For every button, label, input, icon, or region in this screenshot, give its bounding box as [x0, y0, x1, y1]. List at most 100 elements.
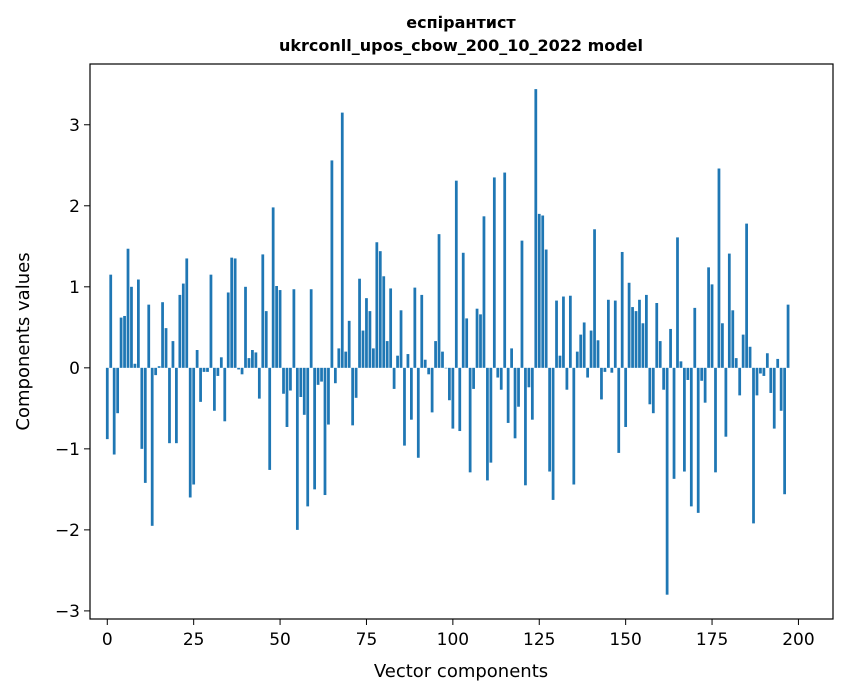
bar-68: [340, 112, 344, 368]
bar-4: [119, 317, 123, 368]
bar-152: [631, 307, 634, 368]
bar-158: [651, 367, 655, 414]
bar-92: [423, 359, 427, 368]
bar-193: [772, 367, 776, 429]
x-tick-label: 200: [782, 630, 814, 650]
bar-182: [734, 358, 738, 368]
bar-192: [769, 367, 773, 393]
bar-34: [223, 367, 227, 422]
bar-174: [707, 267, 710, 368]
bar-136: [575, 351, 579, 368]
bar-133: [565, 367, 569, 390]
bar-156: [645, 294, 648, 368]
bar-147: [613, 300, 617, 368]
bar-42: [251, 350, 254, 368]
bar-160: [658, 341, 662, 368]
bar-1: [109, 274, 113, 368]
bar-130: [555, 300, 558, 368]
bar-164: [672, 367, 676, 479]
y-tick-label: 3: [69, 116, 80, 136]
bar-88: [410, 367, 413, 420]
bar-116: [506, 367, 510, 423]
bar-38: [237, 367, 240, 370]
bar-9: [137, 279, 140, 368]
bar-96: [437, 234, 441, 368]
bar-170: [693, 307, 697, 368]
x-tick-label: 0: [102, 630, 113, 650]
bar-5: [123, 315, 126, 368]
bar-25: [192, 367, 196, 485]
bar-59: [309, 289, 313, 368]
bar-141: [593, 229, 596, 368]
bar-101: [454, 180, 458, 368]
bar-62: [320, 367, 323, 382]
bar-93: [427, 367, 431, 375]
bar-169: [689, 367, 693, 507]
bar-122: [527, 367, 531, 388]
y-tick-label: 2: [69, 197, 80, 217]
bar-188: [755, 367, 759, 396]
bar-176: [714, 367, 717, 473]
bar-40: [244, 286, 247, 368]
bar-106: [472, 367, 475, 389]
bar-35: [226, 292, 230, 368]
bar-67: [337, 348, 341, 368]
bar-23: [185, 258, 189, 368]
y-tick-label: −1: [55, 440, 80, 460]
bar-143: [600, 367, 603, 400]
bar-24: [188, 367, 192, 498]
bar-99: [448, 367, 451, 401]
bar-18: [168, 367, 171, 444]
x-tick-label: 150: [609, 630, 641, 650]
bar-94: [430, 367, 434, 413]
bar-195: [779, 367, 783, 411]
bar-29: [206, 367, 209, 372]
bar-55: [295, 367, 299, 530]
bar-187: [752, 367, 755, 524]
bar-20: [175, 367, 178, 444]
bar-79: [378, 251, 382, 368]
bar-76: [368, 311, 372, 368]
bar-66: [333, 367, 337, 384]
bar-30: [209, 274, 213, 368]
bar-85: [399, 310, 403, 368]
bar-167: [683, 367, 686, 472]
bar-13: [150, 367, 154, 526]
bar-185: [745, 223, 748, 368]
bar-155: [641, 323, 645, 368]
bar-171: [696, 367, 700, 513]
bar-70: [347, 320, 351, 368]
bar-44: [257, 367, 261, 399]
bar-83: [392, 367, 396, 389]
bar-112: [492, 177, 496, 368]
bar-137: [579, 334, 583, 368]
bar-111: [489, 367, 493, 463]
bar-140: [589, 330, 593, 368]
bar-148: [617, 367, 621, 453]
bar-27: [199, 367, 202, 402]
bar-89: [413, 287, 417, 368]
bar-161: [662, 367, 666, 390]
bar-117: [510, 348, 513, 368]
bar-175: [710, 284, 714, 368]
bar-75: [365, 298, 368, 368]
bar-125: [537, 213, 541, 368]
bar-19: [171, 341, 175, 368]
bar-56: [299, 367, 303, 397]
bar-51: [282, 367, 285, 394]
bar-157: [648, 367, 652, 405]
bar-150: [624, 367, 628, 427]
bar-78: [375, 242, 379, 368]
bar-181: [731, 310, 735, 368]
bar-118: [513, 367, 517, 439]
bar-104: [465, 318, 469, 368]
bar-149: [620, 251, 624, 368]
bar-91: [420, 294, 424, 368]
bar-32: [216, 367, 220, 376]
bar-80: [382, 276, 386, 368]
bar-64: [327, 367, 330, 425]
y-tick-label: 0: [69, 359, 80, 379]
bar-109: [482, 216, 486, 368]
bar-28: [202, 367, 206, 372]
